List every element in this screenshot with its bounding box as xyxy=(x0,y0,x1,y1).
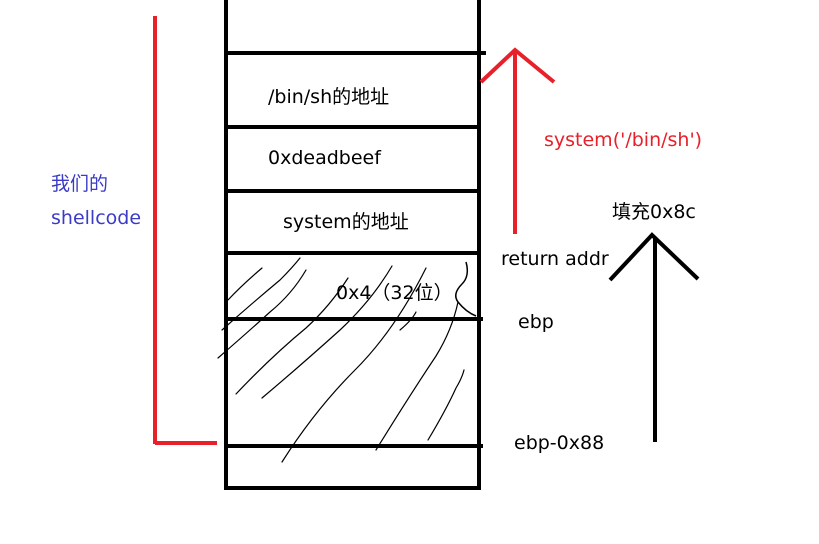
padding-hatch xyxy=(217,257,465,463)
size-brace xyxy=(455,261,477,317)
fill-label: 填充0x8c xyxy=(612,201,696,223)
shellcode-label-line1: 我们的 xyxy=(51,173,109,195)
ebp-offset-label: ebp-0x88 xyxy=(514,432,605,454)
padding-size-label: 0x4（32位） xyxy=(336,282,453,304)
binsh-address-cell: /bin/sh的地址 xyxy=(268,86,390,108)
system-call-label: system('/bin/sh') xyxy=(544,129,703,151)
system-arrow-head xyxy=(479,47,556,84)
return-addr-label: return addr xyxy=(501,248,609,270)
shellcode-label-line2: shellcode xyxy=(51,207,142,229)
ebp-label: ebp xyxy=(518,311,554,333)
fill-arrow-head xyxy=(608,232,700,282)
deadbeef-cell: 0xdeadbeef xyxy=(268,147,381,169)
system-address-cell: system的地址 xyxy=(283,211,409,233)
